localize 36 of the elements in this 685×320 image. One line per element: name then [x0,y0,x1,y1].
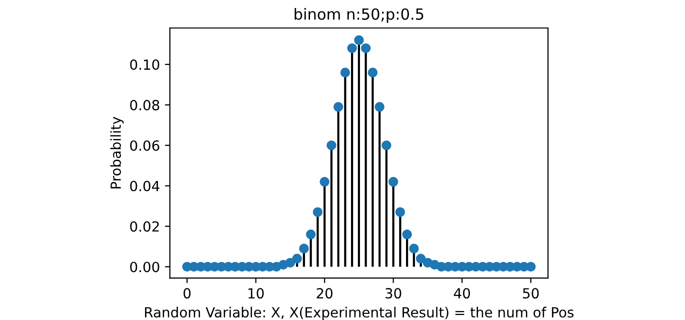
y-axis-title: Probability [110,116,124,188]
x-axis-title: Random Variable: X, X(Experimental Result) = the num of Pos [145,306,574,320]
x-tick-label: 30 [386,288,402,299]
y-tick-label: 0.00 [130,262,160,272]
x-tick-label: 20 [316,288,332,299]
y-tick-label: 0.08 [130,100,160,110]
point [320,176,330,187]
point [333,102,344,112]
point [326,140,336,150]
y-tick-label: 0.06 [130,140,160,151]
chart-title: binom n:50;p:0.5 [294,8,424,23]
point [340,68,350,78]
point [416,254,426,264]
y-tick-label: 0.02 [130,221,159,232]
point [402,230,412,240]
point [409,244,419,254]
point [292,254,302,264]
point [285,258,296,268]
x-tick-label: 10 [248,288,264,299]
x-tick-label: 50 [523,288,539,299]
point [388,176,398,187]
x-tick-label: 0 [184,288,191,299]
point [374,102,384,112]
point [526,262,536,272]
point [299,244,309,254]
point [382,140,392,150]
y-tick-label: 0.10 [130,59,160,70]
point [395,207,406,217]
point [354,35,364,45]
y-tick-label: 0.04 [130,180,160,192]
point [312,207,323,217]
point [347,43,357,54]
point [306,230,316,240]
x-tick-label: 40 [454,288,470,299]
point [368,68,378,78]
point [360,43,371,54]
